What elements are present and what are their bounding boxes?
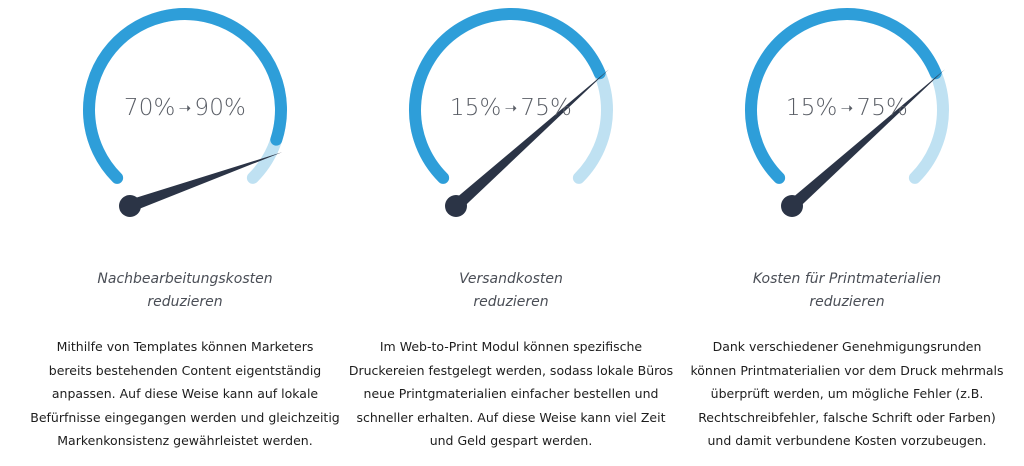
arrow-right-icon: ➝ [840, 99, 854, 117]
gauge-3-needle [788, 69, 945, 211]
gauge-3-range: 15% ➝ 75% [682, 95, 1012, 121]
gauge-2-range: 15% ➝ 75% [346, 95, 676, 121]
arrow-right-icon: ➝ [178, 99, 192, 117]
arrow-right-icon: ➝ [504, 99, 518, 117]
gauge-3-desc-line: Rechtschreibfehler, falsche Schrift oder… [698, 409, 996, 425]
gauge-3-caption-line2: reduzieren [809, 294, 885, 310]
gauge-3 [745, 7, 949, 217]
gauge-2-caption-line1: Versandkosten [459, 271, 563, 287]
gauge-2-desc-line: Druckereien festgelegt werden, sodass lo… [348, 362, 674, 378]
gauge-1-desc-line: bereits bestehenden Content eigentständi… [48, 362, 322, 378]
gauge-2-caption-line2: reduzieren [473, 294, 549, 310]
gauge-3-desc-line: können Printmaterialien vor dem Druck me… [690, 362, 1004, 378]
gauge-2-desc-line: Im Web-to-Print Modul können spezifische [379, 339, 643, 354]
gauge-column-2: 15% ➝ 75% Versandkosten reduzieren Im Web-… [346, 0, 676, 466]
gauge-2-to: 75% [520, 95, 573, 121]
gauge-1-hub [119, 195, 141, 217]
gauge-2-needle [452, 69, 609, 211]
gauge-column-1: 70% ➝ 90% Nachbearbeitungskosten reduziere… [20, 0, 350, 466]
gauge-1-from: 70% [123, 95, 176, 121]
gauge-2-caption: Versandkosten reduzieren [346, 268, 676, 314]
gauge-2-hub [445, 195, 467, 217]
gauge-2-desc-line: neue Printgmaterialien einfacher bestell… [363, 386, 659, 401]
gauge-3-progress [745, 7, 942, 184]
gauge-2-desc-line: schneller erhalten. Auf diese Weise kann… [356, 409, 666, 425]
gauge-3-to: 75% [856, 95, 909, 121]
gauge-1-caption: Nachbearbeitungskosten reduzieren [20, 268, 350, 314]
gauge-1-desc-line: anpassen. Auf diese Weise kann auf lokal… [51, 386, 319, 401]
gauge-2-desc-line: und Geld gespart werden. [429, 433, 593, 448]
gauge-1-caption-line2: reduzieren [147, 294, 223, 310]
gauge-2-progress [409, 7, 606, 184]
gauge-3-description: Dank verschiedener Genehmigungsrunden kö… [682, 335, 1012, 453]
gauge-1-to: 90% [194, 95, 247, 121]
gauge-1-desc-line: Befürfnisse eingegangen werden und gleic… [30, 409, 340, 425]
gauge-3-from: 15% [785, 95, 838, 121]
gauge-3-caption: Kosten für Printmaterialien reduzieren [682, 268, 1012, 314]
gauge-2 [409, 7, 613, 217]
gauge-3-desc-line: überprüft werden, um mögliche Fehler (z.… [710, 386, 984, 401]
gauge-3-hub [781, 195, 803, 217]
gauge-2-description: Im Web-to-Print Modul können spezifische… [346, 335, 676, 453]
gauge-1-desc-line: Mithilfe von Templates können Marketers [56, 339, 314, 354]
gauge-1-caption-line1: Nachbearbeitungskosten [97, 271, 273, 287]
gauge-3-desc-line: und damit verbundene Kosten vorzubeugen. [707, 433, 987, 448]
gauge-3-desc-line: Dank verschiedener Genehmigungsrunden [712, 339, 982, 354]
gauge-1-needle [128, 152, 283, 212]
gauge-column-3: 15% ➝ 75% Kosten für Printmaterialien redu… [682, 0, 1012, 466]
gauge-1 [83, 8, 287, 217]
gauge-1-description: Mithilfe von Templates können Marketers … [20, 335, 350, 453]
gauge-1-progress [83, 8, 287, 184]
gauge-1-range: 70% ➝ 90% [20, 95, 350, 121]
gauge-3-caption-line1: Kosten für Printmaterialien [752, 271, 942, 287]
gauge-1-desc-line: Markenkonsistenz gewährleistet werden. [57, 433, 313, 448]
gauge-2-from: 15% [449, 95, 502, 121]
